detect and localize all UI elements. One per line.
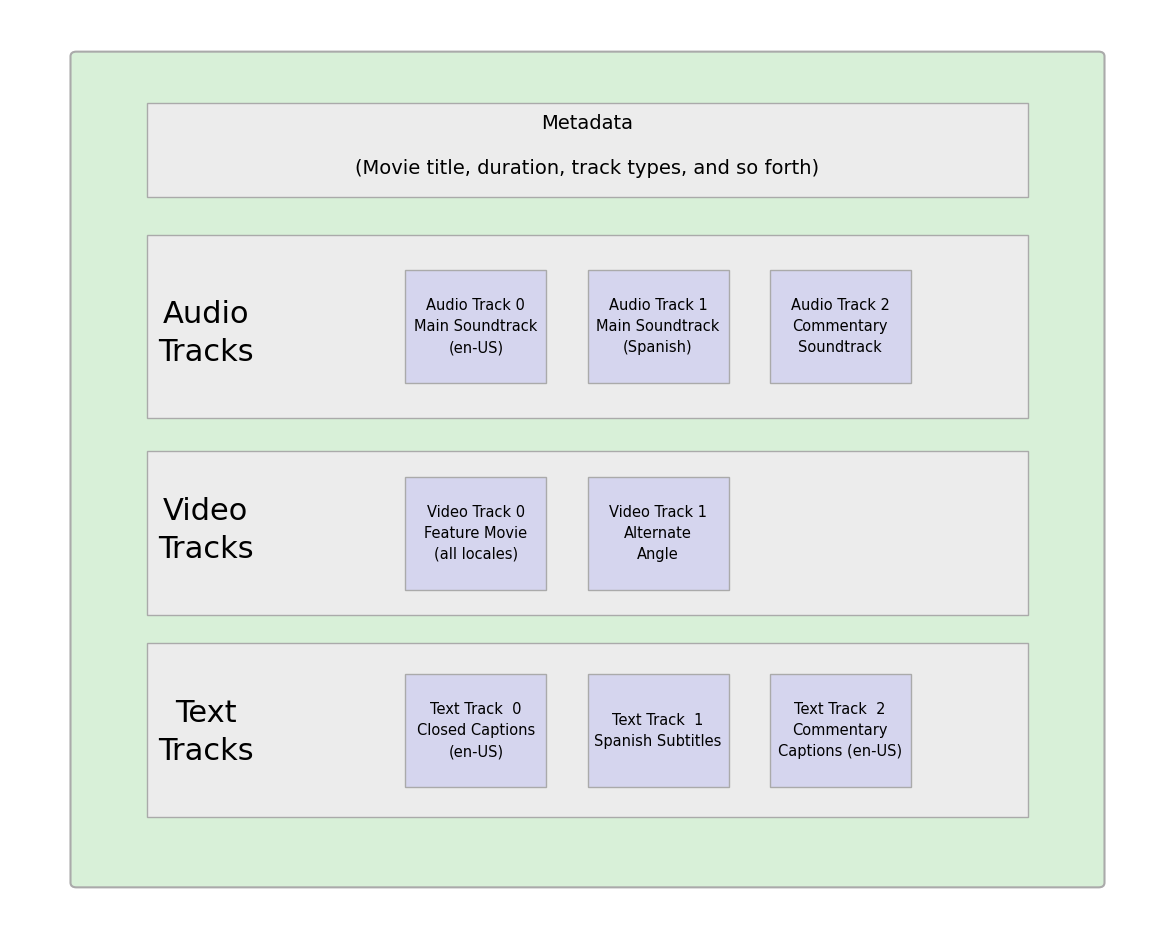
FancyBboxPatch shape bbox=[147, 451, 1028, 615]
Text: Text
Tracks: Text Tracks bbox=[157, 699, 254, 766]
FancyBboxPatch shape bbox=[405, 477, 546, 590]
FancyBboxPatch shape bbox=[70, 52, 1104, 887]
Text: Audio Track 2
Commentary
Soundtrack: Audio Track 2 Commentary Soundtrack bbox=[791, 299, 889, 355]
Text: (Movie title, duration, track types, and so forth): (Movie title, duration, track types, and… bbox=[355, 159, 820, 177]
FancyBboxPatch shape bbox=[147, 235, 1028, 418]
Text: Video
Tracks: Video Tracks bbox=[157, 497, 254, 564]
Text: Video Track 0
Feature Movie
(all locales): Video Track 0 Feature Movie (all locales… bbox=[424, 505, 528, 562]
FancyBboxPatch shape bbox=[147, 643, 1028, 817]
FancyBboxPatch shape bbox=[588, 270, 728, 383]
FancyBboxPatch shape bbox=[405, 270, 546, 383]
Text: Video Track 1
Alternate
Angle: Video Track 1 Alternate Angle bbox=[609, 505, 707, 562]
Text: Audio
Tracks: Audio Tracks bbox=[157, 300, 254, 367]
FancyBboxPatch shape bbox=[588, 674, 728, 787]
Text: Audio Track 1
Main Soundtrack
(Spanish): Audio Track 1 Main Soundtrack (Spanish) bbox=[597, 299, 719, 355]
Text: Text Track  1
Spanish Subtitles: Text Track 1 Spanish Subtitles bbox=[595, 713, 721, 748]
Text: Text Track  0
Closed Captions
(en-US): Text Track 0 Closed Captions (en-US) bbox=[417, 702, 535, 759]
FancyBboxPatch shape bbox=[770, 270, 911, 383]
FancyBboxPatch shape bbox=[588, 477, 728, 590]
FancyBboxPatch shape bbox=[770, 674, 911, 787]
FancyBboxPatch shape bbox=[405, 674, 546, 787]
Text: Audio Track 0
Main Soundtrack
(en-US): Audio Track 0 Main Soundtrack (en-US) bbox=[415, 299, 538, 355]
Text: Metadata: Metadata bbox=[542, 115, 633, 133]
Text: Text Track  2
Commentary
Captions (en-US): Text Track 2 Commentary Captions (en-US) bbox=[778, 702, 902, 759]
FancyBboxPatch shape bbox=[147, 103, 1028, 197]
